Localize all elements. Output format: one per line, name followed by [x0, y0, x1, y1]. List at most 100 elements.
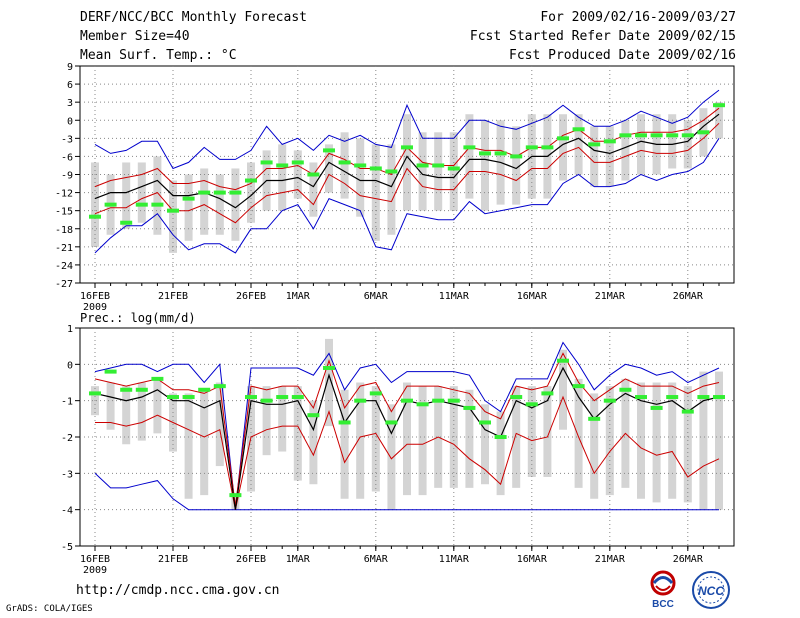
- precip-panel-title: Prec.: log(mm/d): [80, 311, 196, 325]
- temp-median-marker: [541, 145, 554, 150]
- temp-median-marker: [385, 169, 398, 174]
- temp-spread-bar: [137, 162, 146, 223]
- temp-x-tick-label: 11MAR: [439, 291, 470, 302]
- temp-median-marker: [198, 190, 211, 195]
- temp-spread-bar: [200, 168, 209, 235]
- prec-spread-bar: [309, 400, 318, 485]
- prec-spread-bar: [699, 371, 708, 510]
- prec-x-tick-label: 6MAR: [364, 554, 389, 565]
- prec-series-min: [94, 472, 719, 511]
- temp-spread-bar: [278, 144, 287, 211]
- prec-median-marker: [479, 420, 491, 425]
- prec-y-tick-label: -3: [61, 469, 73, 480]
- prec-median-marker: [635, 395, 647, 400]
- prec-median-marker: [151, 376, 164, 381]
- temp-spread-bar: [247, 162, 255, 223]
- temp-median-marker: [307, 172, 320, 177]
- temp-y-tick-label: 0: [67, 116, 73, 127]
- temp-spread-bar: [122, 162, 131, 229]
- prec-spread-bar: [527, 386, 536, 477]
- prec-median-marker: [525, 402, 538, 407]
- temp-y-tick-label: -9: [61, 171, 73, 182]
- prec-x-tick-label: 16FEB: [80, 554, 110, 565]
- temp-spread-bar: [325, 144, 333, 193]
- prec-median-marker: [713, 395, 725, 400]
- temp-median-marker: [291, 160, 304, 165]
- temp-median-marker: [447, 166, 460, 171]
- temp-series-max: [94, 89, 720, 170]
- forecast-start-date: Fcst Started Refer Date 2009/02/15: [469, 29, 736, 44]
- prec-median-marker: [572, 384, 585, 389]
- prec-median-marker: [416, 402, 429, 407]
- temp-median-marker: [323, 148, 335, 153]
- temp-median-marker: [557, 136, 569, 141]
- temp-median-marker: [463, 145, 476, 150]
- temp-x-tick-label: 16FEB: [80, 291, 110, 302]
- temp-spread-bar: [91, 162, 99, 247]
- temp-spread-bar: [637, 114, 645, 175]
- forecast-produced-date: Fcst Produced Date 2009/02/16: [509, 48, 736, 63]
- prec-median-marker: [510, 395, 523, 400]
- prec-median-marker: [307, 413, 320, 418]
- prec-median-marker: [369, 391, 382, 396]
- prec-spread-bar: [403, 382, 411, 496]
- prec-x-tick-label: 26MAR: [673, 554, 704, 565]
- temp-spread-bar: [356, 138, 365, 217]
- prec-spread-bar: [559, 349, 567, 430]
- temp-spread-bar: [559, 114, 567, 181]
- prec-median-marker: [89, 391, 101, 396]
- prec-x-year-label: 2009: [83, 565, 107, 576]
- source-url[interactable]: http://cmdp.ncc.cma.gov.cn: [76, 583, 280, 598]
- temp-x-tick-label: 21FEB: [158, 291, 188, 302]
- prec-median-marker: [198, 387, 211, 392]
- prec-panel: 16FEB 21FEB 26FEB 1MAR 6MAR 11MAR 16MAR 21MAR 26…: [61, 324, 735, 576]
- prec-spread-bar: [184, 393, 193, 499]
- temp-median-marker: [213, 190, 226, 195]
- temp-median-marker: [416, 163, 429, 168]
- temp-spread-bar: [605, 126, 614, 187]
- temp-median-marker: [229, 190, 242, 195]
- temp-panel: 16FEB 21FEB 26FEB 1MAR 6MAR 11MAR 16MAR 21MAR 26…: [55, 62, 735, 313]
- prec-x-tick-label: 26FEB: [236, 554, 266, 565]
- temp-median-marker: [151, 202, 164, 207]
- temp-spread-bar: [512, 126, 521, 205]
- prec-spread-bar: [106, 382, 115, 430]
- temp-y-tick-label: -18: [55, 225, 73, 236]
- prec-x-tick-label: 1MAR: [286, 554, 311, 565]
- prec-spread-bar: [465, 389, 474, 488]
- prec-median-marker: [557, 358, 569, 363]
- temp-median-marker: [619, 133, 632, 138]
- temp-spread-bar: [481, 120, 489, 211]
- prec-median-marker: [245, 395, 257, 400]
- temp-y-tick-label: -6: [61, 152, 73, 163]
- temp-median-marker: [260, 160, 273, 165]
- prec-x-tick-label: 21MAR: [595, 554, 626, 565]
- temp-y-tick-label: -27: [55, 279, 73, 290]
- prec-median-marker: [276, 395, 289, 400]
- temp-spread-bar: [403, 114, 411, 211]
- forecast-period: For 2009/02/16-2009/03/27: [540, 10, 736, 25]
- temp-series-mean-std: [94, 122, 720, 224]
- prec-median-marker: [135, 387, 148, 392]
- temp-spread-bar: [574, 114, 583, 175]
- temp-median-marker: [245, 178, 257, 183]
- temp-spread-bar: [621, 120, 630, 181]
- prec-median-marker: [385, 420, 398, 425]
- prec-spread-bar: [325, 338, 333, 427]
- temp-median-marker: [354, 163, 367, 168]
- temp-spread-bar: [683, 120, 692, 169]
- temp-y-tick-label: -3: [61, 134, 73, 145]
- temp-median-marker: [525, 145, 538, 150]
- prec-spread-bar: [668, 382, 677, 499]
- temp-median-marker: [276, 163, 289, 168]
- temp-median-marker: [635, 133, 647, 138]
- temp-y-tick-label: 3: [67, 98, 73, 109]
- prec-spread-bar: [122, 386, 131, 445]
- temp-spread-bar: [668, 114, 677, 169]
- temp-median-marker: [432, 163, 445, 168]
- temp-x-tick-label: 16MAR: [517, 291, 548, 302]
- temp-y-tick-label: -24: [55, 261, 73, 272]
- variable-label: Mean Surf. Temp.: °C: [80, 48, 237, 63]
- prec-spread-bar: [356, 382, 365, 499]
